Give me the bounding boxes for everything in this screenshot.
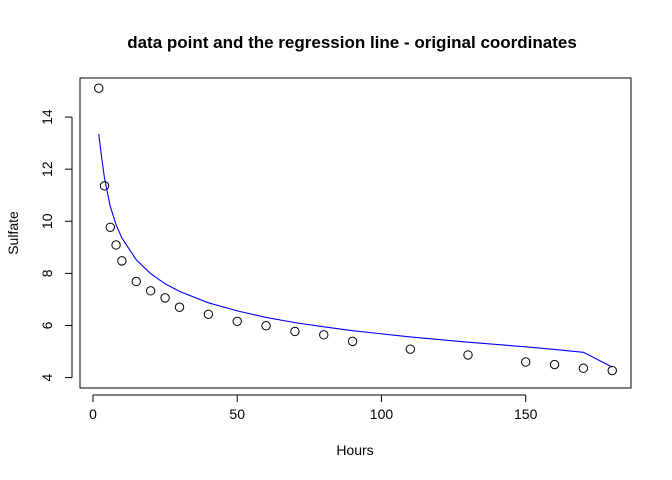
data-point [105,222,115,232]
y-tick-label: 6 [39,321,55,329]
data-point [405,344,416,354]
data-point [160,293,170,303]
y-tick-label: 10 [39,213,55,229]
x-tick-label: 0 [89,406,97,422]
data-point [607,365,617,376]
data-points [94,83,617,376]
y-tick-label: 14 [39,109,55,125]
data-point [319,330,329,340]
data-point [521,357,531,367]
chart-title: data point and the regression line - ori… [127,33,577,52]
data-point [174,302,185,312]
x-tick-label: 150 [514,406,538,422]
data-point [99,181,110,191]
data-point [94,83,104,93]
data-point [463,350,473,360]
data-point [549,359,560,370]
y-axis-label: Sulfate [5,211,21,255]
data-point [117,256,127,266]
data-point [578,363,589,373]
y-axis: 4 6 8 10 12 14 [39,109,73,381]
data-point [111,240,121,250]
data-point [290,326,300,337]
regression-line [98,133,613,368]
data-point [347,336,358,347]
x-tick-label: 50 [229,406,245,422]
data-point [131,276,141,287]
y-tick-label: 12 [39,161,55,177]
x-axis: 0 50 100 150 [89,394,538,422]
y-tick-label: 8 [39,269,55,277]
x-axis-label: Hours [336,442,373,458]
data-point [145,286,156,296]
data-point [261,321,271,331]
data-point [232,316,242,327]
plot-frame [79,77,632,389]
x-tick-label: 100 [370,406,394,422]
y-tick-label: 4 [39,373,55,381]
data-point [203,309,214,319]
